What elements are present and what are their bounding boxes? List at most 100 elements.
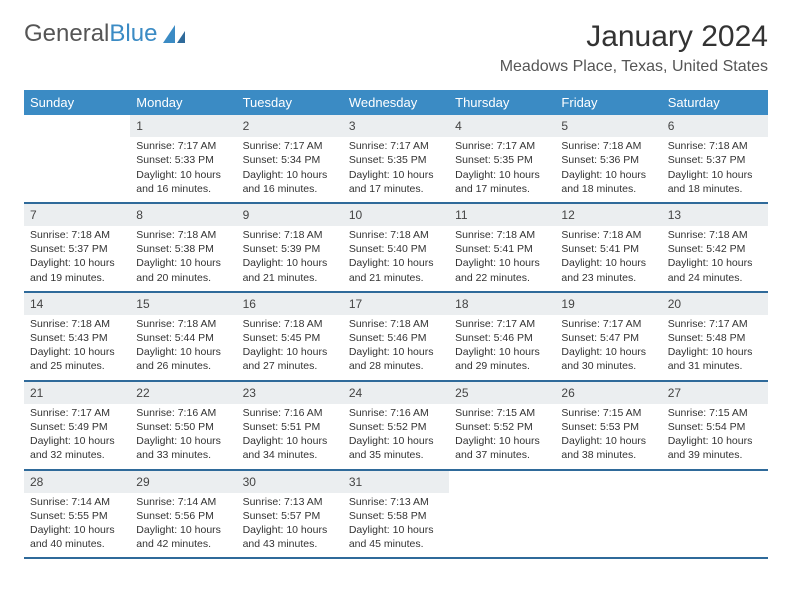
calendar-cell: 3Sunrise: 7:17 AMSunset: 5:35 PMDaylight… [343, 115, 449, 202]
day-info: Sunrise: 7:18 AMSunset: 5:36 PMDaylight:… [555, 137, 661, 202]
sunset-line: Sunset: 5:55 PM [30, 509, 124, 523]
sunrise-line: Sunrise: 7:18 AM [668, 228, 762, 242]
calendar-cell [24, 115, 130, 202]
sunset-line: Sunset: 5:53 PM [561, 420, 655, 434]
calendar-week: 1Sunrise: 7:17 AMSunset: 5:33 PMDaylight… [24, 115, 768, 204]
sunset-line: Sunset: 5:37 PM [668, 153, 762, 167]
calendar-cell: 27Sunrise: 7:15 AMSunset: 5:54 PMDayligh… [662, 382, 768, 469]
sunset-line: Sunset: 5:50 PM [136, 420, 230, 434]
day-number: 24 [343, 382, 449, 404]
day-number: 23 [237, 382, 343, 404]
calendar-cell: 1Sunrise: 7:17 AMSunset: 5:33 PMDaylight… [130, 115, 236, 202]
daylight-line: Daylight: 10 hours and 31 minutes. [668, 345, 762, 373]
calendar-week: 28Sunrise: 7:14 AMSunset: 5:55 PMDayligh… [24, 471, 768, 560]
sunset-line: Sunset: 5:33 PM [136, 153, 230, 167]
calendar-cell: 14Sunrise: 7:18 AMSunset: 5:43 PMDayligh… [24, 293, 130, 380]
sunset-line: Sunset: 5:37 PM [30, 242, 124, 256]
sunrise-line: Sunrise: 7:15 AM [668, 406, 762, 420]
sunrise-line: Sunrise: 7:18 AM [30, 228, 124, 242]
sunrise-line: Sunrise: 7:15 AM [561, 406, 655, 420]
day-number: 30 [237, 471, 343, 493]
day-number: 31 [343, 471, 449, 493]
sunrise-line: Sunrise: 7:18 AM [30, 317, 124, 331]
day-number: 16 [237, 293, 343, 315]
day-info: Sunrise: 7:18 AMSunset: 5:46 PMDaylight:… [343, 315, 449, 380]
day-info: Sunrise: 7:17 AMSunset: 5:48 PMDaylight:… [662, 315, 768, 380]
day-info: Sunrise: 7:16 AMSunset: 5:51 PMDaylight:… [237, 404, 343, 469]
sunset-line: Sunset: 5:34 PM [243, 153, 337, 167]
day-info: Sunrise: 7:17 AMSunset: 5:35 PMDaylight:… [449, 137, 555, 202]
calendar-cell: 26 Sunrise: 7:15 AMSunset: 5:53 PMDayligh… [555, 382, 661, 469]
daylight-line: Daylight: 10 hours and 28 minutes. [349, 345, 443, 373]
calendar-cell: 10Sunrise: 7:18 AMSunset: 5:40 PMDayligh… [343, 204, 449, 291]
calendar-week: 7Sunrise: 7:18 AMSunset: 5:37 PMDaylight… [24, 204, 768, 293]
day-number: 2 [237, 115, 343, 137]
sunrise-line: Sunrise: 7:14 AM [30, 495, 124, 509]
day-number: 20 [662, 293, 768, 315]
calendar-cell: 5Sunrise: 7:18 AMSunset: 5:36 PMDaylight… [555, 115, 661, 202]
sunset-line: Sunset: 5:36 PM [561, 153, 655, 167]
calendar-cell: 4Sunrise: 7:17 AMSunset: 5:35 PMDaylight… [449, 115, 555, 202]
daylight-line: Daylight: 10 hours and 20 minutes. [136, 256, 230, 284]
daylight-line: Daylight: 10 hours and 25 minutes. [30, 345, 124, 373]
title-block: January 2024 Meadows Place, Texas, Unite… [500, 20, 768, 76]
daylight-line: Daylight: 10 hours and 38 minutes. [561, 434, 655, 462]
day-info: Sunrise: 7:17 AMSunset: 5:49 PMDaylight:… [24, 404, 130, 469]
calendar-cell: 31Sunrise: 7:13 AMSunset: 5:58 PMDayligh… [343, 471, 449, 558]
day-number: 12 [555, 204, 661, 226]
sunset-line: Sunset: 5:35 PM [349, 153, 443, 167]
day-number: 9 [237, 204, 343, 226]
daylight-line: Daylight: 10 hours and 45 minutes. [349, 523, 443, 551]
calendar-cell: 2Sunrise: 7:17 AMSunset: 5:34 PMDaylight… [237, 115, 343, 202]
daylight-line: Daylight: 10 hours and 35 minutes. [349, 434, 443, 462]
daylight-line: Daylight: 10 hours and 18 minutes. [668, 168, 762, 196]
daylight-line: Daylight: 10 hours and 16 minutes. [243, 168, 337, 196]
daylight-line: Daylight: 10 hours and 40 minutes. [30, 523, 124, 551]
day-number: 4 [449, 115, 555, 137]
daylight-line: Daylight: 10 hours and 17 minutes. [349, 168, 443, 196]
weekday-label: Saturday [662, 90, 768, 115]
sunset-line: Sunset: 5:49 PM [30, 420, 124, 434]
daylight-line: Daylight: 10 hours and 33 minutes. [136, 434, 230, 462]
calendar-cell [555, 471, 661, 558]
sunrise-line: Sunrise: 7:16 AM [243, 406, 337, 420]
sunset-line: Sunset: 5:57 PM [243, 509, 337, 523]
weekday-label: Thursday [449, 90, 555, 115]
day-number: 22 [130, 382, 236, 404]
sunset-line: Sunset: 5:35 PM [455, 153, 549, 167]
daylight-line: Daylight: 10 hours and 19 minutes. [30, 256, 124, 284]
day-info: Sunrise: 7:16 AMSunset: 5:50 PMDaylight:… [130, 404, 236, 469]
day-number: 21 [24, 382, 130, 404]
day-number: 7 [24, 204, 130, 226]
sunrise-line: Sunrise: 7:18 AM [349, 317, 443, 331]
sunset-line: Sunset: 5:58 PM [349, 509, 443, 523]
sunrise-line: Sunrise: 7:18 AM [561, 228, 655, 242]
sunrise-line: Sunrise: 7:17 AM [561, 317, 655, 331]
daylight-line: Daylight: 10 hours and 39 minutes. [668, 434, 762, 462]
header: GeneralBlue January 2024 Meadows Place, … [0, 0, 792, 82]
day-number: 10 [343, 204, 449, 226]
calendar-cell: 18Sunrise: 7:17 AMSunset: 5:46 PMDayligh… [449, 293, 555, 380]
sunset-line: Sunset: 5:38 PM [136, 242, 230, 256]
sunrise-line: Sunrise: 7:15 AM [455, 406, 549, 420]
daylight-line: Daylight: 10 hours and 27 minutes. [243, 345, 337, 373]
day-info: Sunrise: 7:18 AMSunset: 5:44 PMDaylight:… [130, 315, 236, 380]
day-info: Sunrise: 7:18 AMSunset: 5:41 PMDaylight:… [555, 226, 661, 291]
sunrise-line: Sunrise: 7:18 AM [561, 139, 655, 153]
sunset-line: Sunset: 5:54 PM [668, 420, 762, 434]
sunrise-line: Sunrise: 7:18 AM [136, 317, 230, 331]
daylight-line: Daylight: 10 hours and 37 minutes. [455, 434, 549, 462]
day-number: 26 [555, 382, 661, 404]
daylight-line: Daylight: 10 hours and 18 minutes. [561, 168, 655, 196]
calendar: SundayMondayTuesdayWednesdayThursdayFrid… [24, 90, 768, 559]
sunrise-line: Sunrise: 7:16 AM [136, 406, 230, 420]
location-label: Meadows Place, Texas, United States [500, 58, 768, 76]
month-title: January 2024 [500, 20, 768, 54]
weekday-label: Sunday [24, 90, 130, 115]
calendar-cell [449, 471, 555, 558]
sunrise-line: Sunrise: 7:13 AM [243, 495, 337, 509]
calendar-week: 14Sunrise: 7:18 AMSunset: 5:43 PMDayligh… [24, 293, 768, 382]
calendar-cell: 12Sunrise: 7:18 AMSunset: 5:41 PMDayligh… [555, 204, 661, 291]
calendar-cell: 24Sunrise: 7:16 AMSunset: 5:52 PMDayligh… [343, 382, 449, 469]
sunrise-line: Sunrise: 7:18 AM [349, 228, 443, 242]
